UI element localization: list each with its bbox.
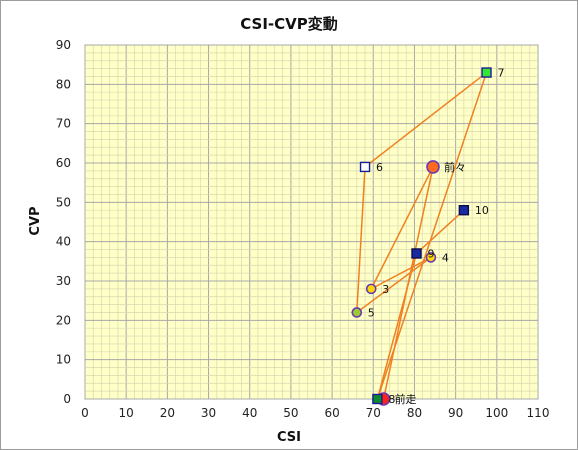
trajectory-lines <box>356 71 488 400</box>
y-axis-title: CVP <box>28 206 43 235</box>
data-point-6 <box>359 161 371 173</box>
trajectory-segment <box>356 256 432 314</box>
data-points <box>351 67 492 406</box>
y-tick-label: 90 <box>56 38 71 52</box>
data-point-7 <box>481 67 492 78</box>
data-point-3 <box>365 283 377 295</box>
point-labels: 前走 前々 3 4 5 6 7 8 9 10 <box>368 67 505 406</box>
x-tick-label: 100 <box>485 406 508 420</box>
data-label-7: 7 <box>498 67 505 80</box>
data-label-10: 10 <box>475 204 489 217</box>
data-point-前々 <box>426 160 440 174</box>
trajectory-segment <box>376 72 488 400</box>
trajectory-segment <box>370 166 434 290</box>
y-tick-label: 50 <box>56 195 71 209</box>
x-tick-label: 20 <box>160 406 175 420</box>
data-label-4: 4 <box>442 251 449 264</box>
y-tick-label: 0 <box>63 392 71 406</box>
y-tick-label: 40 <box>56 235 71 249</box>
y-tick-label: 70 <box>56 117 71 131</box>
x-tick-label: 70 <box>366 406 381 420</box>
data-label-3: 3 <box>382 283 389 296</box>
plot-area <box>84 44 539 400</box>
x-tick-label: 30 <box>201 406 216 420</box>
data-label-6: 6 <box>376 161 383 174</box>
data-label-5: 5 <box>368 306 375 319</box>
x-tick-label: 60 <box>324 406 339 420</box>
x-tick-label: 10 <box>119 406 134 420</box>
chart-title: CSI-CVP変動 <box>240 15 338 33</box>
y-tick-label: 20 <box>56 313 71 327</box>
axis-ticks: 0 10 20 30 40 50 60 70 80 90 100 110 0 10 20 30 40 50 60 70… <box>56 38 550 420</box>
plot-background <box>84 44 539 400</box>
trajectory-segment <box>376 253 418 400</box>
y-tick-label: 30 <box>56 274 71 288</box>
grid-lines <box>84 44 539 400</box>
y-tick-label: 80 <box>56 77 71 91</box>
x-tick-label: 90 <box>448 406 463 420</box>
trajectory-segment <box>416 209 465 255</box>
trajectory-segment <box>364 71 487 168</box>
data-label-前走: 前走 <box>395 392 417 406</box>
x-tick-label: 40 <box>242 406 257 420</box>
data-point-4 <box>425 252 437 263</box>
trajectory-segment <box>370 256 432 290</box>
trajectory-segment <box>356 166 366 313</box>
data-point-9 <box>411 248 422 259</box>
x-tick-label: 80 <box>407 406 422 420</box>
data-label-9: 9 <box>428 247 435 260</box>
data-label-前々: 前々 <box>444 160 466 174</box>
data-label-8: 8 <box>388 393 395 406</box>
data-point-10 <box>458 204 470 216</box>
x-axis-title: CSI <box>277 430 301 445</box>
y-tick-label: 60 <box>56 156 71 170</box>
data-point-8 <box>372 393 383 405</box>
y-tick-label: 10 <box>56 353 71 367</box>
x-tick-label: 110 <box>527 406 550 420</box>
data-point-5 <box>351 307 363 318</box>
x-tick-label: 0 <box>81 406 89 420</box>
x-tick-label: 50 <box>283 406 298 420</box>
